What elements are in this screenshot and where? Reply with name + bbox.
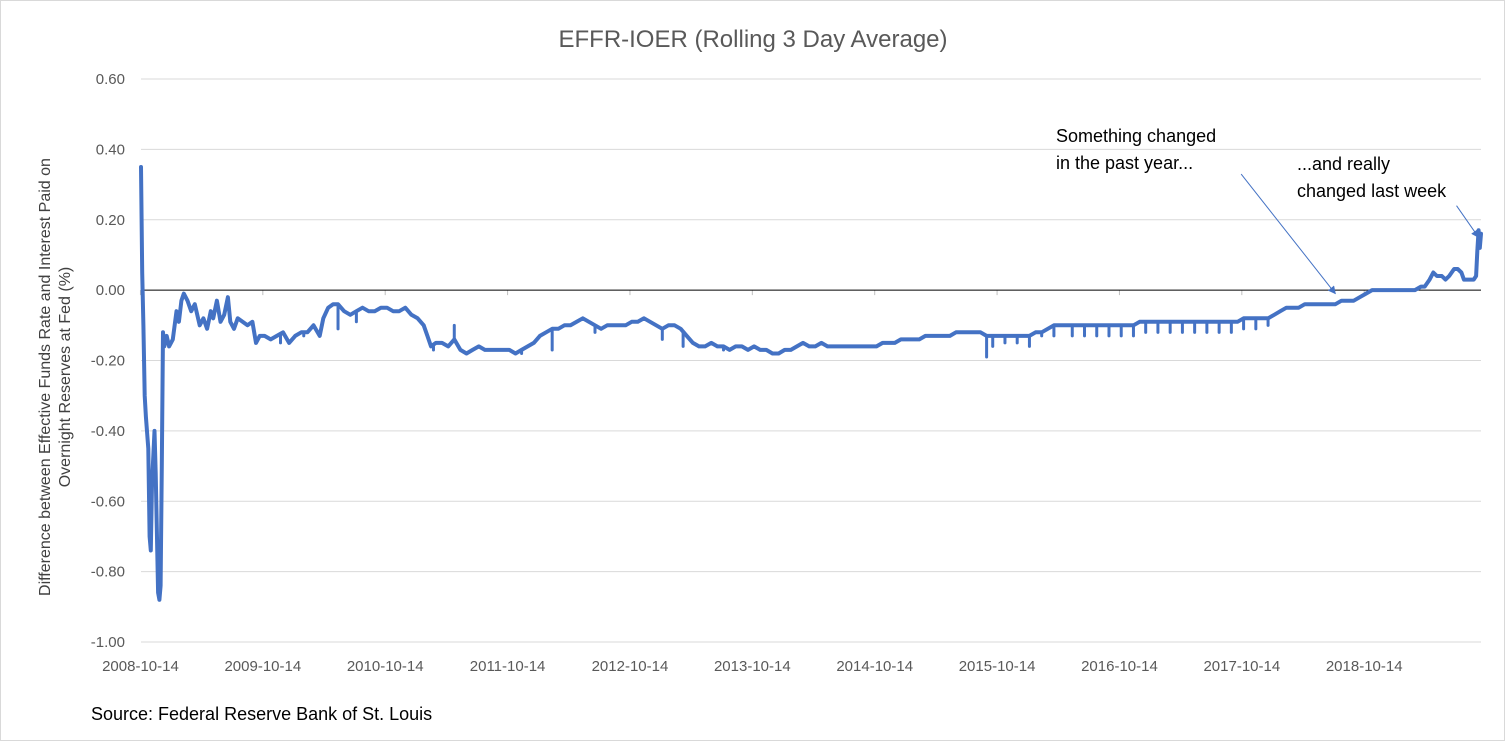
annotations: Something changed in the past year... ..…: [1056, 126, 1480, 295]
source-note: Source: Federal Reserve Bank of St. Loui…: [91, 704, 432, 724]
gridlines: [141, 78, 1481, 643]
x-tick-label: 2011-10-14: [470, 658, 546, 675]
y-tick-label: 0.00: [96, 282, 125, 299]
x-tick-label: 2013-10-14: [714, 658, 791, 675]
series-line: [139, 165, 1483, 602]
x-tick-label: 2014-10-14: [836, 658, 913, 675]
annotation-1-line-2: in the past year...: [1056, 153, 1193, 173]
y-tick-label: 0.40: [96, 141, 125, 158]
y-tick-label: 0.60: [96, 71, 125, 88]
y-tick-label: -0.80: [91, 564, 125, 581]
y-tick-label: 0.20: [96, 212, 125, 229]
y-tick-label: -0.40: [91, 423, 125, 440]
x-tick-label: 2018-10-14: [1326, 658, 1403, 675]
x-tick-label: 2012-10-14: [592, 658, 669, 675]
x-tick-label: 2009-10-14: [224, 658, 301, 675]
x-tick-label: 2016-10-14: [1081, 658, 1158, 675]
chart-title: EFFR-IOER (Rolling 3 Day Average): [558, 26, 947, 53]
x-tick-label: 2017-10-14: [1203, 658, 1280, 675]
y-tick-label: -0.20: [91, 353, 125, 370]
series-group: [139, 165, 1483, 602]
annotation-1-line-1: Something changed: [1056, 126, 1216, 146]
annotation-2-line-2: changed last week: [1297, 181, 1447, 201]
x-tick-label: 2010-10-14: [347, 658, 424, 675]
x-tick-label: 2008-10-14: [102, 658, 179, 675]
y-axis-label: Difference between Effective Funds Rate …: [37, 158, 74, 596]
annotation-arrow-1: [1240, 173, 1336, 295]
x-tick-labels: 2008-10-14 2009-10-14 2010-10-14 2011-10-14…: [102, 290, 1403, 675]
y-tick-label: -1.00: [91, 634, 125, 651]
y-axis-label-line-1: Difference between Effective Funds Rate …: [37, 158, 54, 596]
x-tick-label: 2015-10-14: [959, 658, 1036, 675]
annotation-arrow-2: [1456, 205, 1480, 239]
y-tick-labels: 0.60 0.40 0.20 0.00 -0.20 -0.40 -0.60 -0.80 -1.0…: [91, 71, 125, 651]
y-axis-label-line-2: Overnight Reserves at Fed (%): [57, 267, 74, 488]
y-tick-label: -0.60: [91, 493, 125, 510]
annotation-2-line-1: ...and really: [1297, 154, 1390, 174]
